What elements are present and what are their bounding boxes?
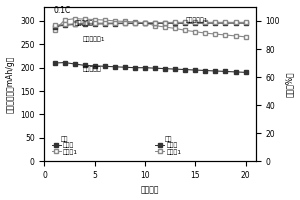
Text: 容量对比例: 容量对比例 (83, 67, 101, 72)
Text: 0.1C: 0.1C (53, 6, 70, 15)
Legend: 对比例, 实施例1: 对比例, 实施例1 (153, 134, 183, 156)
Y-axis label: 放电比容量（mAh/g）: 放电比容量（mAh/g） (6, 55, 15, 113)
Y-axis label: 效率（%）: 效率（%） (285, 71, 294, 97)
Text: 效率实施例1: 效率实施例1 (185, 18, 208, 23)
Text: 容量实施例1: 容量实施例1 (83, 36, 105, 42)
Text: 效率对比例: 效率对比例 (75, 21, 93, 26)
X-axis label: 循环次数: 循环次数 (141, 185, 159, 194)
